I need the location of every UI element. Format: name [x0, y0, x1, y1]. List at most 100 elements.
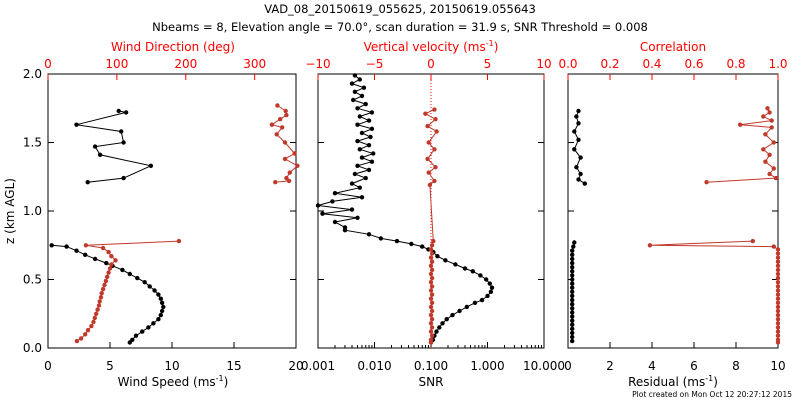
correlation-point: [775, 312, 781, 318]
residual-point: [576, 108, 581, 114]
bottom-tick-label-right: 2: [606, 359, 614, 373]
wind-direction-point: [91, 319, 96, 325]
SNR-point: [355, 138, 360, 144]
SNR-point: [479, 297, 485, 303]
correlation-point: [769, 118, 774, 123]
correlation-point: [775, 267, 781, 273]
SNR-line: [317, 75, 493, 343]
wind-speed-point: [97, 152, 103, 157]
correlation-point: [775, 288, 781, 293]
correlation-point: [763, 159, 768, 164]
correlation-point: [771, 140, 776, 145]
residual-point: [570, 318, 575, 323]
vertical-velocity-point: [434, 129, 439, 134]
correlation-point: [775, 280, 781, 285]
SNR-point: [462, 266, 468, 271]
top-tick-label-right: 0.2: [600, 57, 619, 71]
SNR-point: [478, 273, 483, 278]
wind-direction-point: [107, 266, 113, 271]
correlation-point: [771, 244, 776, 249]
wind-speed-point: [151, 321, 156, 326]
middle-bottom-axis-label: SNR: [419, 375, 444, 389]
residual-point: [574, 165, 579, 170]
vertical-velocity-point: [432, 147, 437, 152]
footer-timestamp: Plot created on Mon Oct 12 20:27:12 2015: [632, 390, 792, 399]
SNR-point: [366, 118, 372, 123]
top-tick-label-middle: −10: [305, 57, 330, 71]
SNR-point: [470, 269, 475, 274]
bottom-tick-label-right: 8: [732, 359, 740, 373]
SNR-point: [330, 199, 335, 204]
residual-point: [570, 265, 575, 270]
wind-speed-point: [49, 243, 54, 248]
residual-point: [578, 155, 583, 160]
SNR-point: [484, 277, 489, 282]
SNR-point: [369, 110, 375, 115]
correlation-point: [775, 304, 781, 310]
residual-point: [570, 302, 575, 307]
top-tick-label-middle: 0: [427, 57, 435, 71]
top-tick-label-right: 0.4: [642, 57, 661, 71]
vertical-velocity-point: [423, 111, 428, 116]
SNR-point: [332, 219, 338, 225]
residual-point: [570, 334, 575, 340]
wind-speed-point: [74, 122, 79, 127]
residual-point: [582, 181, 587, 186]
wind-direction-point: [100, 286, 106, 292]
vertical-velocity-point: [425, 156, 430, 162]
wind-speed-point: [152, 288, 157, 293]
wind-speed-point: [133, 333, 139, 338]
wind-direction-point: [95, 307, 100, 312]
SNR-point: [359, 93, 365, 99]
residual-point: [570, 269, 575, 274]
vertical-velocity-point: [428, 296, 434, 301]
SNR-point: [315, 203, 321, 208]
vertical-velocity-point: [429, 308, 435, 314]
top-tick-label-left: 300: [243, 57, 266, 71]
top-tick-label-right: 1.0: [768, 57, 787, 71]
wind-speed-line: [76, 110, 153, 183]
wind-direction-point: [292, 151, 297, 156]
SNR-point: [355, 215, 360, 220]
wind-direction-point: [102, 282, 107, 288]
correlation-point: [775, 333, 781, 338]
residual-point: [570, 297, 575, 303]
correlation-point: [775, 259, 781, 264]
wind-direction-point: [280, 125, 285, 130]
SNR-point: [440, 321, 445, 326]
wind-speed-point: [104, 260, 109, 266]
residual-point: [570, 293, 575, 299]
vertical-velocity-point: [429, 243, 435, 248]
wind-direction-point: [283, 108, 288, 114]
wind-direction-point: [284, 112, 289, 118]
wind-direction-point: [106, 249, 111, 255]
correlation-point: [738, 122, 743, 127]
top-tick-label-middle: 5: [484, 57, 492, 71]
SNR-point: [472, 300, 478, 305]
residual-point: [570, 330, 575, 336]
residual-point: [571, 244, 576, 249]
wind-direction-point: [99, 291, 104, 296]
bottom-tick-label-middle: 0.010: [357, 359, 391, 373]
vertical-velocity-point: [428, 340, 434, 345]
vertical-velocity-point: [428, 263, 434, 268]
correlation-point: [767, 110, 772, 115]
vertical-velocity-point: [425, 123, 430, 129]
wind-direction-point: [94, 311, 99, 316]
wind-direction-point: [83, 243, 89, 248]
vertical-velocity-point: [428, 288, 434, 293]
wind-speed-point: [64, 244, 69, 249]
wind-speed-point: [127, 340, 132, 345]
residual-point: [570, 306, 575, 311]
top-tick-label-right: 0.0: [558, 57, 577, 71]
correlation-point: [775, 329, 781, 334]
wind-direction-point: [295, 163, 300, 168]
vertical-velocity-point: [428, 321, 434, 326]
SNR-point: [352, 89, 358, 95]
residual-point: [576, 137, 581, 142]
residual-point: [576, 177, 581, 182]
correlation-line: [649, 240, 779, 343]
correlation-point: [765, 106, 770, 111]
